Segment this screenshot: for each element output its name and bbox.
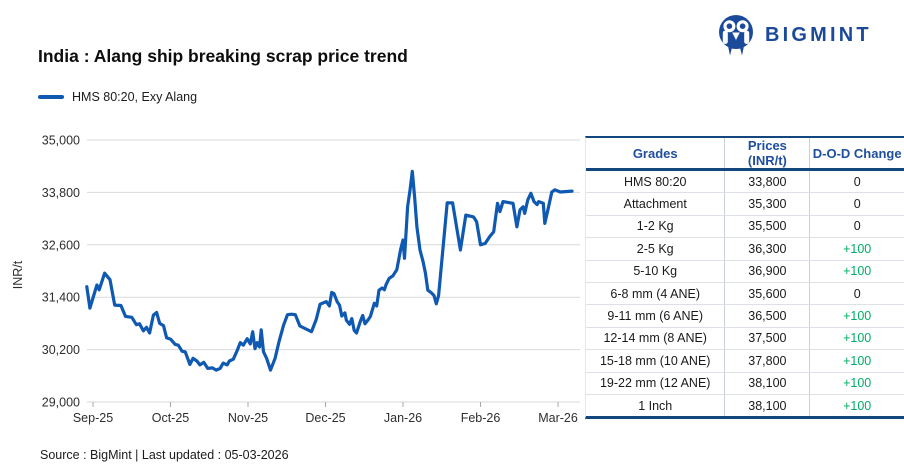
x-tick-label: Dec-25 — [305, 411, 345, 425]
bigmint-owl-icon — [719, 15, 753, 56]
grade-cell: Attachment — [586, 192, 725, 216]
table-header-row: Grades Prices (INR/t) D-O-D Change — [586, 138, 904, 171]
chart-area: 29,000 30,200 31,400 32,600 33,800 35,000 Sep-… — [0, 120, 600, 440]
x-tick-label: Jan-26 — [384, 411, 422, 425]
page-title: India : Alang ship breaking scrap price … — [38, 46, 408, 66]
price-cell: 35,600 — [724, 282, 810, 306]
change-cell: +100 — [809, 327, 904, 351]
table-row: 19-22 mm (12 ANE) 38,100 +100 — [586, 372, 904, 395]
col-header-grades: Grades — [586, 138, 725, 171]
col-header-change: D-O-D Change — [809, 138, 904, 171]
legend-label: HMS 80:20, Exy Alang — [72, 90, 198, 104]
change-cell: 0 — [809, 192, 904, 216]
price-cell: 36,300 — [724, 237, 810, 261]
x-tick-label: Oct-25 — [152, 411, 190, 425]
grade-cell: 6-8 mm (4 ANE) — [586, 282, 725, 306]
price-cell: 35,300 — [724, 192, 810, 216]
grade-cell: HMS 80:20 — [586, 169, 725, 194]
bigmint-logo-text: BIGMINT — [765, 23, 872, 46]
price-chart: 29,000 30,200 31,400 32,600 33,800 35,000 Sep-… — [11, 134, 580, 425]
change-cell: +100 — [809, 372, 904, 395]
grade-cell: 12-14 mm (8 ANE) — [586, 327, 725, 351]
y-tick-label: 35,000 — [42, 134, 80, 148]
y-tick-label: 30,200 — [42, 343, 80, 357]
grade-cell: 5-10 Kg — [586, 260, 725, 283]
x-tick-label: Nov-25 — [228, 411, 268, 425]
grade-cell: 19-22 mm (12 ANE) — [586, 372, 725, 395]
price-table: Grades Prices (INR/t) D-O-D Change HMS 8… — [586, 138, 904, 417]
table-row: 1-2 Kg 35,500 0 — [586, 215, 904, 239]
table-row: 12-14 mm (8 ANE) 37,500 +100 — [586, 327, 904, 351]
table-row: 1 Inch 38,100 +100 — [586, 394, 904, 417]
change-cell: +100 — [809, 260, 904, 283]
chart-legend: HMS 80:20, Exy Alang — [38, 90, 197, 104]
change-cell: +100 — [809, 304, 904, 328]
col-header-prices: Prices (INR/t) — [724, 138, 810, 171]
table-row: 6-8 mm (4 ANE) 35,600 0 — [586, 282, 904, 306]
y-tick-label: 29,000 — [42, 396, 80, 410]
table-row: HMS 80:20 33,800 0 — [586, 169, 904, 194]
change-cell: 0 — [809, 215, 904, 239]
source-note: Source : BigMint | Last updated : 05-03-… — [40, 448, 289, 462]
grade-cell: 15-18 mm (10 ANE) — [586, 349, 725, 373]
change-cell: 0 — [809, 282, 904, 306]
price-cell: 33,800 — [724, 169, 810, 194]
price-cell: 37,800 — [724, 349, 810, 373]
bigmint-logo: BIGMINT — [716, 13, 872, 57]
x-tick-label: Mar-26 — [538, 411, 578, 425]
table-row: Attachment 35,300 0 — [586, 192, 904, 216]
price-cell: 35,500 — [724, 215, 810, 239]
price-table-box: Grades Prices (INR/t) D-O-D Change HMS 8… — [585, 136, 904, 420]
change-cell: +100 — [809, 237, 904, 261]
y-tick-label: 33,800 — [42, 186, 80, 200]
grade-cell: 1 Inch — [638, 398, 673, 413]
y-axis-title: INR/t — [11, 260, 25, 289]
table-row: 2-5 Kg 36,300 +100 — [586, 237, 904, 261]
price-table-body: HMS 80:20 33,800 0 Attachment 35,300 0 1-2 Kg 3… — [586, 169, 904, 417]
change-cell: +100 — [809, 394, 904, 417]
price-cell: 38,100 — [724, 372, 810, 395]
y-tick-label: 31,400 — [42, 291, 80, 305]
x-tick-label: Sep-25 — [73, 411, 113, 425]
table-row: 9-11 mm (6 ANE) 36,500 +100 — [586, 304, 904, 328]
price-cell: 36,500 — [724, 304, 810, 328]
grade-cell: 9-11 mm (6 ANE) — [586, 304, 725, 328]
legend-line-swatch — [38, 95, 64, 99]
price-cell: 37,500 — [724, 327, 810, 351]
price-cell: 38,100 — [724, 394, 810, 417]
table-row: 15-18 mm (10 ANE) 37,800 +100 — [586, 349, 904, 373]
table-row: 5-10 Kg 36,900 +100 — [586, 260, 904, 283]
price-line — [85, 169, 574, 372]
price-cell: 36,900 — [724, 260, 810, 283]
y-tick-label: 32,600 — [42, 238, 80, 252]
x-tick-label: Feb-26 — [461, 411, 501, 425]
change-cell: +100 — [809, 349, 904, 373]
grade-cell: 1-2 Kg — [586, 215, 725, 239]
change-cell: 0 — [809, 169, 904, 194]
grade-cell: 2-5 Kg — [586, 237, 725, 261]
